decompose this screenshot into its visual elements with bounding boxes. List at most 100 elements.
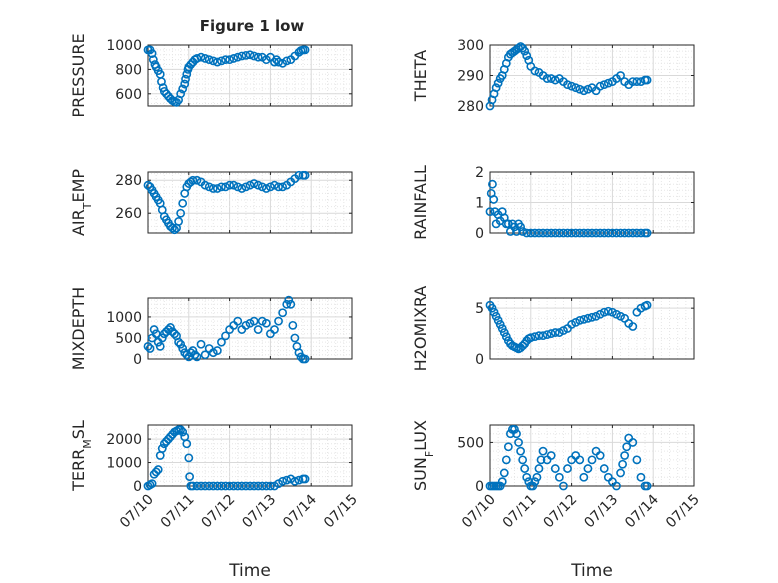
data-point (300, 170, 310, 180)
series-markers (143, 45, 310, 107)
data-point (288, 320, 298, 330)
data-point (591, 228, 601, 238)
y-tick-label: 0 (475, 479, 484, 495)
data-point (270, 180, 279, 190)
data-point (221, 481, 230, 491)
y-tick-label: 1000 (106, 38, 142, 54)
y-axis-label: THETA (411, 50, 430, 102)
data-point (628, 438, 638, 447)
data-point (253, 325, 263, 334)
data-point (286, 299, 296, 309)
data-point (642, 75, 652, 85)
data-point (559, 481, 568, 491)
data-point (196, 339, 206, 349)
x-tick-label: 07/11 (500, 492, 540, 532)
subplot-6: 0 5 H2OMIXRA (411, 286, 695, 371)
data-point (530, 332, 540, 342)
data-point (579, 86, 589, 96)
data-point (208, 56, 218, 66)
data-point (579, 228, 589, 238)
data-point (278, 308, 288, 318)
y-axis-label: PRESSURE (69, 33, 88, 117)
data-point (166, 323, 175, 332)
y-tick-label: 600 (115, 87, 142, 103)
y-tick-label: 800 (115, 62, 142, 78)
series-markers (143, 170, 310, 235)
data-point (170, 329, 179, 339)
y-tick-label: 1000 (106, 456, 142, 472)
data-point (514, 438, 523, 447)
x-axis-label: Time (570, 561, 613, 581)
data-point (528, 481, 538, 491)
data-point (563, 228, 572, 238)
data-point (612, 481, 621, 491)
y-axis-label: RAINFALL (411, 165, 430, 240)
data-point (599, 464, 609, 473)
data-point (599, 80, 609, 90)
data-point (237, 481, 247, 491)
data-point (233, 481, 243, 491)
data-point (249, 481, 259, 491)
data-point (221, 331, 230, 341)
y-tick-label: 280 (457, 99, 484, 115)
data-point (241, 182, 251, 192)
data-point (174, 217, 183, 226)
data-point (538, 446, 548, 456)
y-tick-label: 2 (475, 165, 484, 181)
data-point (147, 479, 157, 489)
subplot-7: 0 1000 2000 07/10 07/11 07/12 07/13 07/14 07/15 T… (69, 420, 361, 531)
data-point (579, 314, 589, 324)
data-point (554, 228, 564, 238)
data-point (512, 429, 521, 439)
grid (489, 44, 695, 107)
data-point (628, 322, 638, 331)
data-point (176, 425, 186, 435)
data-point (181, 74, 190, 84)
data-point (587, 455, 597, 465)
data-point (284, 295, 294, 305)
series-markers (485, 179, 652, 238)
data-point (624, 228, 634, 238)
data-point (282, 56, 292, 66)
data-point (151, 467, 161, 477)
y-tick-label: 500 (457, 435, 484, 451)
data-point (212, 481, 222, 491)
subplot-1: 600 800 1000 PRESSURE (69, 33, 353, 118)
data-point (155, 341, 165, 351)
data-point (571, 228, 581, 238)
data-point (563, 80, 572, 90)
data-point (616, 468, 625, 478)
data-point (608, 228, 617, 238)
data-point (204, 344, 214, 353)
data-point (642, 228, 652, 238)
data-point (212, 57, 222, 67)
data-point (550, 328, 560, 337)
y-tick-label: 1 (475, 196, 484, 212)
data-point (294, 475, 304, 485)
data-point (559, 228, 568, 238)
axes-box (147, 171, 353, 234)
data-point (241, 481, 251, 491)
data-point (583, 84, 593, 94)
data-point (530, 66, 540, 76)
data-point (554, 472, 564, 482)
data-point (603, 306, 613, 316)
data-point (229, 320, 239, 330)
data-point (538, 228, 548, 238)
data-point (188, 346, 198, 355)
y-axis-label: MIXDEPTH (69, 287, 88, 370)
data-point (546, 329, 556, 338)
data-point (620, 228, 630, 238)
data-point (261, 318, 271, 328)
data-point (249, 51, 259, 61)
data-point (542, 330, 552, 339)
data-point (208, 184, 218, 193)
data-point (542, 74, 552, 83)
data-point (595, 81, 605, 91)
data-point (583, 228, 593, 238)
data-point (497, 477, 507, 487)
data-point (520, 464, 530, 473)
y-tick-label: 2000 (106, 432, 142, 448)
data-point (225, 55, 234, 65)
data-point (488, 179, 497, 189)
